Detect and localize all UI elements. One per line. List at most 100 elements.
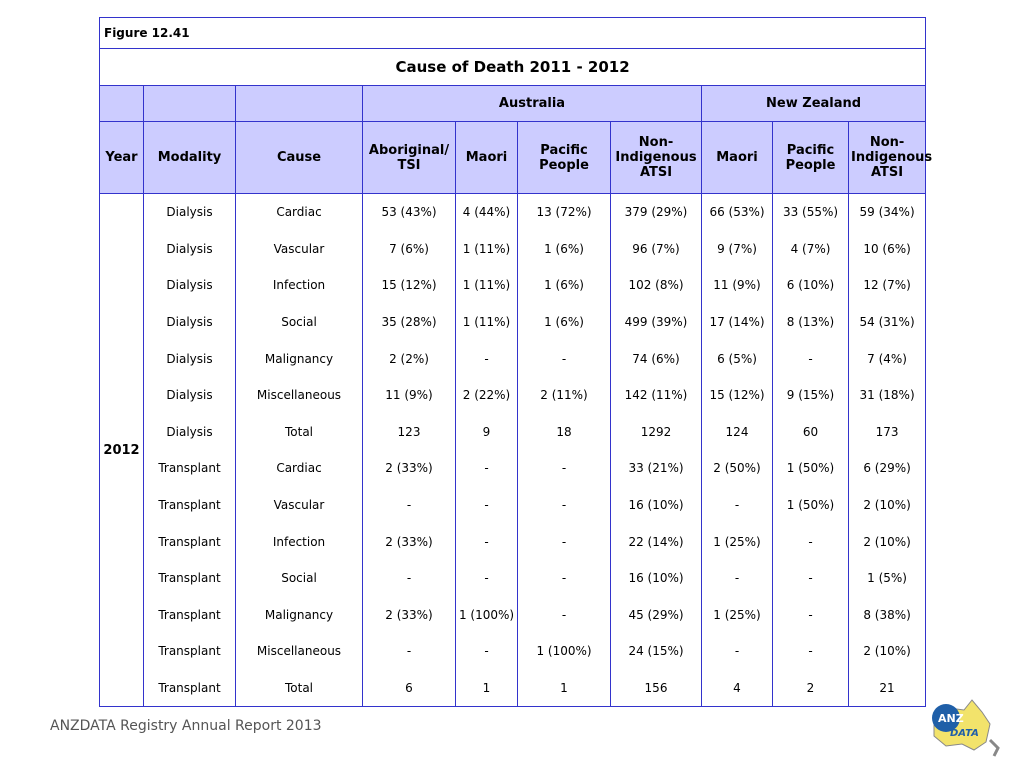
table-cell: Transplant — [143, 596, 236, 634]
table-cell: 66 (53%) — [701, 193, 773, 231]
table-cell: - — [517, 340, 611, 377]
column-header: Maori — [455, 121, 518, 194]
column-header: Cause — [235, 121, 363, 194]
table-cell: Infection — [235, 267, 363, 304]
table-row: Dialysis Malignancy 2 (2%) - -74 (6%) 6 (5%) -… — [100, 340, 927, 377]
column-header: Maori — [701, 121, 773, 194]
table-row: Transplant Malignancy 2 (33%) 1 (100%) -45 (… — [100, 596, 927, 634]
table-cell: 2 (2%) — [362, 340, 456, 377]
table-cell: - — [772, 523, 849, 560]
table-cell: - — [455, 633, 518, 670]
table-cell: - — [517, 596, 611, 634]
table-cell: 499 (39%) — [610, 303, 702, 341]
table-cell: 1 (11%) — [455, 303, 518, 341]
table-cell: - — [455, 450, 518, 487]
blank — [99, 85, 144, 122]
table-cell: 2 (10%) — [847, 523, 927, 560]
table-cell: 22 (14%) — [610, 523, 702, 560]
logo-nz — [988, 738, 1000, 757]
column-header: Aboriginal/ TSI — [362, 121, 456, 194]
table-row: Dialysis Miscellaneous 11 (9%) 2 (22%) 2 (11… — [100, 376, 927, 414]
column-header: Pacific People — [772, 121, 849, 194]
table-cell: 35 (28%) — [362, 303, 456, 341]
table-cell: 1 (50%) — [772, 450, 849, 487]
table-cell: 379 (29%) — [610, 193, 702, 231]
table-cell: - — [517, 450, 611, 487]
table-cell: 2 (11%) — [517, 376, 611, 414]
table-cell: - — [701, 633, 773, 670]
table-cell: 7 (4%) — [847, 340, 927, 377]
blank — [235, 85, 363, 122]
table-cell: 1 (5%) — [847, 559, 927, 597]
table-row: Transplant Vascular - - -16 (10%) -1 (50%) 2 (… — [100, 486, 927, 524]
table-cell: 4 — [701, 669, 773, 707]
table-cell: 60 — [772, 413, 849, 451]
table-cell: Dialysis — [143, 303, 236, 341]
table-cell: Dialysis — [143, 340, 236, 377]
group-header: Australia — [362, 85, 702, 122]
table-cell: Vascular — [235, 230, 363, 268]
table-cell: 123 — [362, 413, 456, 451]
table-cell: Social — [235, 559, 363, 597]
table-cell: 2 — [772, 669, 849, 707]
table-cell: 12 (7%) — [847, 267, 927, 304]
table-cell: 1 (25%) — [701, 523, 773, 560]
column-header: Non-Indigenous ATSI — [847, 121, 932, 194]
table-cell: 1 (6%) — [517, 267, 611, 304]
table-cell: Dialysis — [143, 230, 236, 268]
table-cell: 6 — [362, 669, 456, 707]
table-cell: 59 (34%) — [847, 193, 927, 231]
table-cell: - — [517, 486, 611, 524]
table-cell: Vascular — [235, 486, 363, 524]
table-row: Dialysis Social 35 (28%) 1 (11%) 1 (6%) 499 (… — [100, 303, 927, 341]
table-cell: 2 (33%) — [362, 523, 456, 560]
table-cell: - — [455, 523, 518, 560]
table-cell: 11 (9%) — [362, 376, 456, 414]
table-cell: 18 — [517, 413, 611, 451]
table-cell: Transplant — [143, 559, 236, 597]
table-cell: Cardiac — [235, 450, 363, 487]
table-row: Transplant Total 6 1 1 156 4 2 21 — [100, 669, 927, 707]
footer: ANZDATA Registry Annual Report 2013 — [50, 718, 322, 734]
table-cell: Transplant — [143, 486, 236, 524]
table-cell: - — [772, 596, 849, 634]
table-cell: 17 (14%) — [701, 303, 773, 341]
table-cell: 4 (44%) — [455, 193, 518, 231]
table-cell: - — [701, 486, 773, 524]
table-cell: 9 — [455, 413, 518, 451]
table-cell: 74 (6%) — [610, 340, 702, 377]
table-cell: - — [362, 559, 456, 597]
column-header: Modality — [143, 121, 236, 194]
table-cell: Malignancy — [235, 340, 363, 377]
table-cell: 6 (10%) — [772, 267, 849, 304]
table-cell: Dialysis — [143, 193, 236, 231]
logo: ANZ DATA — [932, 699, 1000, 757]
table-cell: 1 (6%) — [517, 230, 611, 268]
table-cell: 1 (25%) — [701, 596, 773, 634]
table-cell: 1 — [517, 669, 611, 707]
table-title: Cause of Death 2011 - 2012 — [99, 48, 926, 86]
table-cell: - — [362, 633, 456, 670]
blank — [143, 85, 236, 122]
table-cell: - — [455, 486, 518, 524]
table-cell: 1 (11%) — [455, 267, 518, 304]
table-cell: 2 (22%) — [455, 376, 518, 414]
table-cell: 15 (12%) — [362, 267, 456, 304]
table-cell: 10 (6%) — [847, 230, 927, 268]
table-cell: 1 (50%) — [772, 486, 849, 524]
table-cell: 31 (18%) — [847, 376, 927, 414]
table-row: Transplant Miscellaneous - -1 (100%) 24 (15%… — [100, 633, 927, 670]
table-cell: Transplant — [143, 450, 236, 487]
table-cell: 1 (6%) — [517, 303, 611, 341]
table-cell: 24 (15%) — [610, 633, 702, 670]
table-cell: 1292 — [610, 413, 702, 451]
table-cell: 33 (55%) — [772, 193, 849, 231]
table-cell: 6 (29%) — [847, 450, 927, 487]
table-cell: 2 (10%) — [847, 633, 927, 670]
table-cell: 15 (12%) — [701, 376, 773, 414]
table-cell: 8 (38%) — [847, 596, 927, 634]
figure-label: Figure 12.41 — [99, 17, 926, 49]
table-cell: 1 — [455, 669, 518, 707]
table-cell: 96 (7%) — [610, 230, 702, 268]
